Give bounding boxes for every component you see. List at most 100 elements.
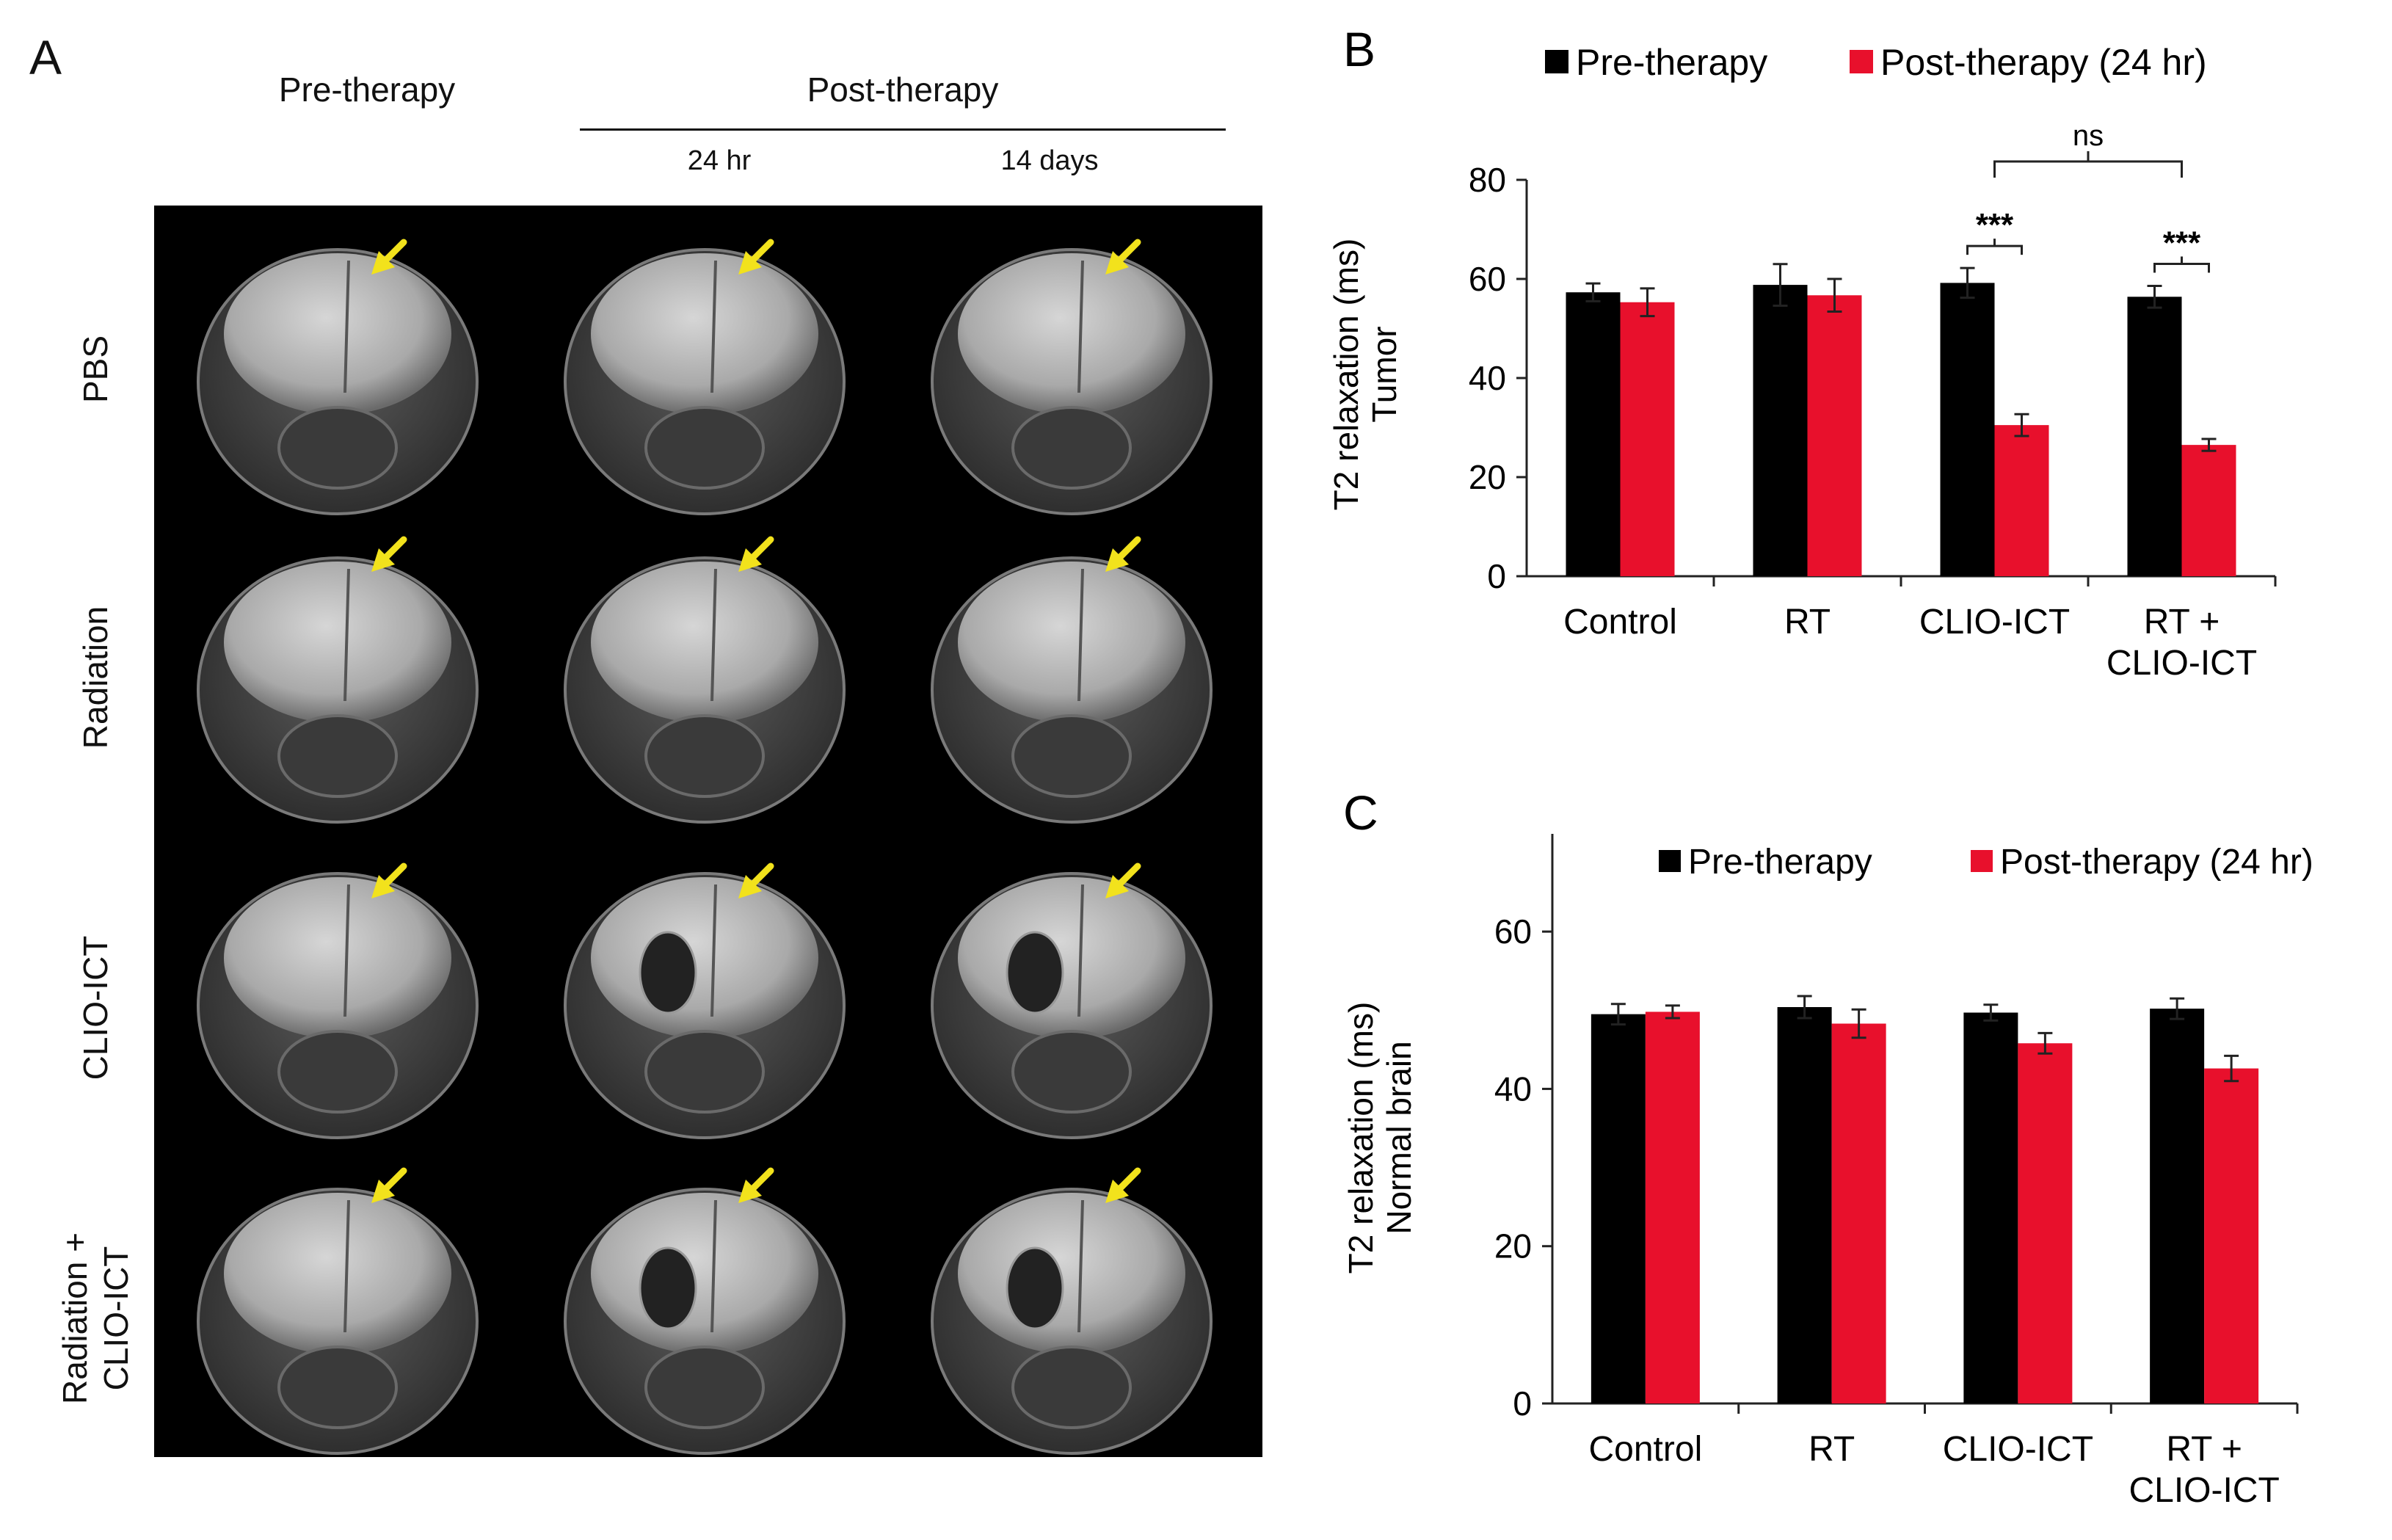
mri-slice-r4-c3	[931, 1167, 1213, 1455]
chart-b-bar-pre	[2127, 297, 2182, 576]
arrow-icon	[738, 536, 774, 572]
chart-b-error-bar	[2147, 284, 2162, 309]
arrow-icon	[371, 536, 407, 572]
chart-c-bar-pre	[1777, 1007, 1832, 1403]
chart-b-legend: Pre-therapy Post-therapy (24 hr)	[1545, 42, 2207, 83]
lower-structure	[277, 1345, 398, 1429]
chart-c-bar-pre	[1963, 1012, 2018, 1403]
chart-b-significance-label: ***	[2163, 225, 2201, 261]
chart-c-ytick-label: 60	[1494, 912, 1532, 951]
mri-slice-r3-c1	[197, 862, 479, 1139]
chart-b-y-axis-label: T2 relaxation (ms) Tumor	[1327, 239, 1403, 511]
row-label-radiation: Radiation	[76, 606, 114, 749]
panel-b-letter: B	[1343, 22, 1375, 76]
chart-c-category-label: RT	[1808, 1430, 1855, 1469]
chart-b-legend-swatch-post	[1850, 50, 1873, 73]
chart-b-ns-label: ns	[2073, 120, 2104, 152]
brain-midline	[343, 884, 350, 1017]
lower-structure	[1011, 1345, 1132, 1429]
lower-structure	[644, 1345, 765, 1429]
chart-b-error-bar	[2014, 413, 2029, 437]
lower-structure	[1011, 1030, 1132, 1114]
chart-c-ylabel-line1: T2 relaxation (ms)	[1342, 1002, 1380, 1274]
brain-midline	[343, 260, 350, 393]
chart-b-ylabel-line2: Tumor	[1365, 326, 1403, 422]
chart-c-error-bar	[1665, 1004, 1680, 1020]
arrow-icon	[1105, 862, 1141, 898]
chart-c-category-label: RT +	[2166, 1430, 2242, 1469]
chart-c-bar-post	[2018, 1043, 2073, 1403]
chart-b-error-bar	[1585, 282, 1601, 302]
chart-b-significance-label: ***	[1976, 207, 2014, 243]
chart-c-legend-swatch-pre	[1659, 850, 1681, 872]
brain-tissue	[958, 877, 1185, 1039]
mri-slice-r1-c3	[931, 239, 1213, 515]
arrow-icon	[738, 1167, 774, 1203]
column-subheader-14days: 14 days	[1000, 145, 1099, 176]
panel-c-letter: C	[1343, 785, 1378, 840]
mri-slice-r4-c2	[564, 1167, 846, 1455]
row-label-radiation-clio-ict: Radiation + CLIO-ICT	[56, 1232, 135, 1404]
row-label-pbs: PBS	[76, 335, 114, 404]
arrow-icon	[1105, 1167, 1141, 1203]
chart-b-bar-pre	[1566, 292, 1621, 576]
arrow-icon	[738, 862, 774, 898]
arrow-icon	[371, 239, 407, 275]
brain-midline	[710, 884, 717, 1017]
lower-structure	[644, 1030, 765, 1114]
chart-b-category-label: Control	[1563, 603, 1677, 642]
chart-b-category-label: CLIO-ICT	[2106, 644, 2257, 683]
column-header-post-therapy: Post-therapy	[807, 70, 999, 109]
mri-grid-drawing	[197, 239, 1213, 1455]
brain-tissue	[958, 562, 1185, 723]
chart-b-legend-swatch-pre	[1545, 50, 1568, 73]
mri-slice-r3-c2	[564, 862, 846, 1139]
column-header-pre-therapy: Pre-therapy	[278, 70, 456, 109]
brain-tissue	[591, 562, 818, 723]
brain-tissue	[224, 877, 451, 1039]
arrow-icon	[371, 862, 407, 898]
lower-structure	[277, 714, 398, 798]
chart-c-ytick-label: 40	[1494, 1069, 1532, 1108]
mri-slice-r2-c1	[197, 536, 479, 824]
chart-b-significance-bracket	[1966, 239, 2023, 255]
arrow-icon	[1105, 239, 1141, 275]
chart-c-category-label: CLIO-ICT	[1943, 1430, 2093, 1469]
chart-c-legend-swatch-post	[1971, 850, 1993, 872]
chart-b-bar-post	[1807, 295, 1862, 576]
chart-b-bar-pre	[1940, 283, 1995, 576]
brain-tissue	[591, 253, 818, 415]
lower-structure	[1011, 714, 1132, 798]
brain-midline	[343, 568, 350, 702]
chart-b-error-bar	[1640, 287, 1655, 318]
arrow-icon	[738, 239, 774, 275]
brain-midline	[1077, 568, 1084, 702]
chart-b-ytick-label: 40	[1469, 359, 1506, 397]
lower-structure	[277, 406, 398, 490]
chart-b-significance-bracket	[2153, 256, 2210, 273]
lower-structure	[277, 1030, 398, 1114]
chart-c-error-bar	[2037, 1031, 2053, 1055]
chart-b-bar-post	[1994, 425, 2049, 576]
brain-tissue	[224, 1193, 451, 1354]
lower-structure	[644, 406, 765, 490]
chart-c-bar-pre	[2150, 1009, 2205, 1403]
arrow-icon	[371, 1167, 407, 1203]
panel-a-letter: A	[29, 30, 62, 84]
chart-b: B Pre-therapy Post-therapy (24 hr) T2 re…	[1327, 22, 2277, 683]
chart-c-error-bar	[1797, 995, 1812, 1020]
brain-tissue	[224, 562, 451, 723]
column-subheader-24hr: 24 hr	[687, 145, 752, 176]
chart-c-bar-post	[1645, 1011, 1700, 1403]
chart-b-legend-label-pre: Pre-therapy	[1576, 42, 1767, 83]
chart-c-y-axis-label: T2 relaxation (ms) Normal brain	[1342, 1002, 1418, 1274]
chart-b-category-label: RT	[1784, 603, 1831, 642]
chart-b-category-label: CLIO-ICT	[1919, 603, 2070, 642]
chart-b-category-label: RT +	[2144, 603, 2220, 642]
lesion-region	[639, 1246, 697, 1330]
chart-b-ytick-label: 0	[1487, 557, 1506, 595]
chart-c-error-bar	[2224, 1054, 2239, 1083]
lower-structure	[644, 714, 765, 798]
chart-c-legend-label-post: Post-therapy (24 hr)	[2000, 843, 2313, 882]
chart-c-legend: Pre-therapy Post-therapy (24 hr)	[1659, 843, 2313, 882]
